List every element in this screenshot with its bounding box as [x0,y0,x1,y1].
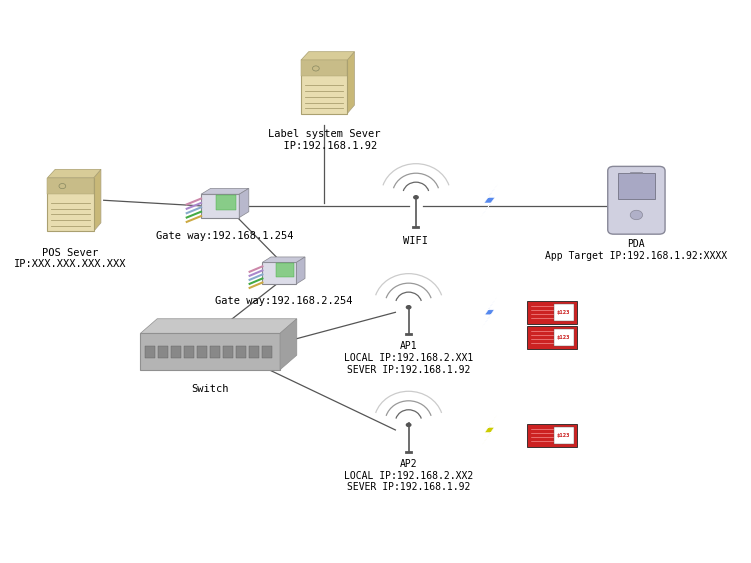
Text: Gate way:192.168.2.254: Gate way:192.168.2.254 [215,296,352,306]
Text: PDA
App Target IP:192.168.1.92:XXXX: PDA App Target IP:192.168.1.92:XXXX [545,239,728,261]
Text: $123: $123 [557,310,571,315]
Polygon shape [301,60,347,114]
Text: $123: $123 [557,433,571,438]
FancyBboxPatch shape [554,427,574,444]
Polygon shape [94,169,101,231]
Polygon shape [301,60,347,76]
FancyBboxPatch shape [216,195,236,210]
Circle shape [406,305,412,310]
Polygon shape [201,189,249,194]
Polygon shape [481,297,497,328]
Text: $123: $123 [557,335,571,340]
FancyBboxPatch shape [236,346,246,358]
FancyBboxPatch shape [617,173,655,199]
Polygon shape [140,319,297,333]
Polygon shape [47,169,101,178]
Text: Label system Sever
  IP:192.168.1.92: Label system Sever IP:192.168.1.92 [268,129,380,151]
Text: POS Sever
IP:XXX.XXX.XXX.XXX: POS Sever IP:XXX.XXX.XXX.XXX [14,248,127,270]
Text: AP2
LOCAL IP:192.168.2.XX2
SEVER IP:192.168.1.92: AP2 LOCAL IP:192.168.2.XX2 SEVER IP:192.… [344,459,473,492]
Polygon shape [347,52,354,114]
FancyBboxPatch shape [210,346,220,358]
Circle shape [312,66,319,71]
Text: Switch: Switch [192,384,229,394]
FancyBboxPatch shape [158,346,168,358]
Polygon shape [297,257,305,284]
FancyBboxPatch shape [608,167,665,234]
FancyBboxPatch shape [145,346,155,358]
Text: WIFI: WIFI [403,235,429,245]
Polygon shape [280,319,297,370]
FancyBboxPatch shape [527,326,577,349]
Polygon shape [201,194,240,217]
Polygon shape [301,52,354,60]
Circle shape [59,184,66,189]
Polygon shape [240,189,249,217]
Circle shape [406,423,412,427]
Polygon shape [47,178,94,194]
FancyBboxPatch shape [554,303,574,321]
FancyBboxPatch shape [262,346,272,358]
FancyBboxPatch shape [171,346,181,358]
Polygon shape [140,333,280,370]
FancyBboxPatch shape [198,346,207,358]
FancyBboxPatch shape [527,424,577,448]
Polygon shape [262,257,305,262]
Polygon shape [481,414,497,445]
FancyBboxPatch shape [184,346,194,358]
FancyBboxPatch shape [276,262,294,277]
Circle shape [413,195,419,199]
Polygon shape [47,178,94,231]
FancyBboxPatch shape [223,346,233,358]
FancyBboxPatch shape [249,346,259,358]
FancyBboxPatch shape [554,329,574,346]
FancyBboxPatch shape [527,301,577,324]
Text: AP1
LOCAL IP:192.168.2.XX1
SEVER IP:192.168.1.92: AP1 LOCAL IP:192.168.2.XX1 SEVER IP:192.… [344,341,473,374]
Text: Gate way:192.168.1.254: Gate way:192.168.1.254 [156,231,294,241]
Circle shape [630,210,643,220]
Polygon shape [481,184,498,217]
Polygon shape [262,262,297,284]
